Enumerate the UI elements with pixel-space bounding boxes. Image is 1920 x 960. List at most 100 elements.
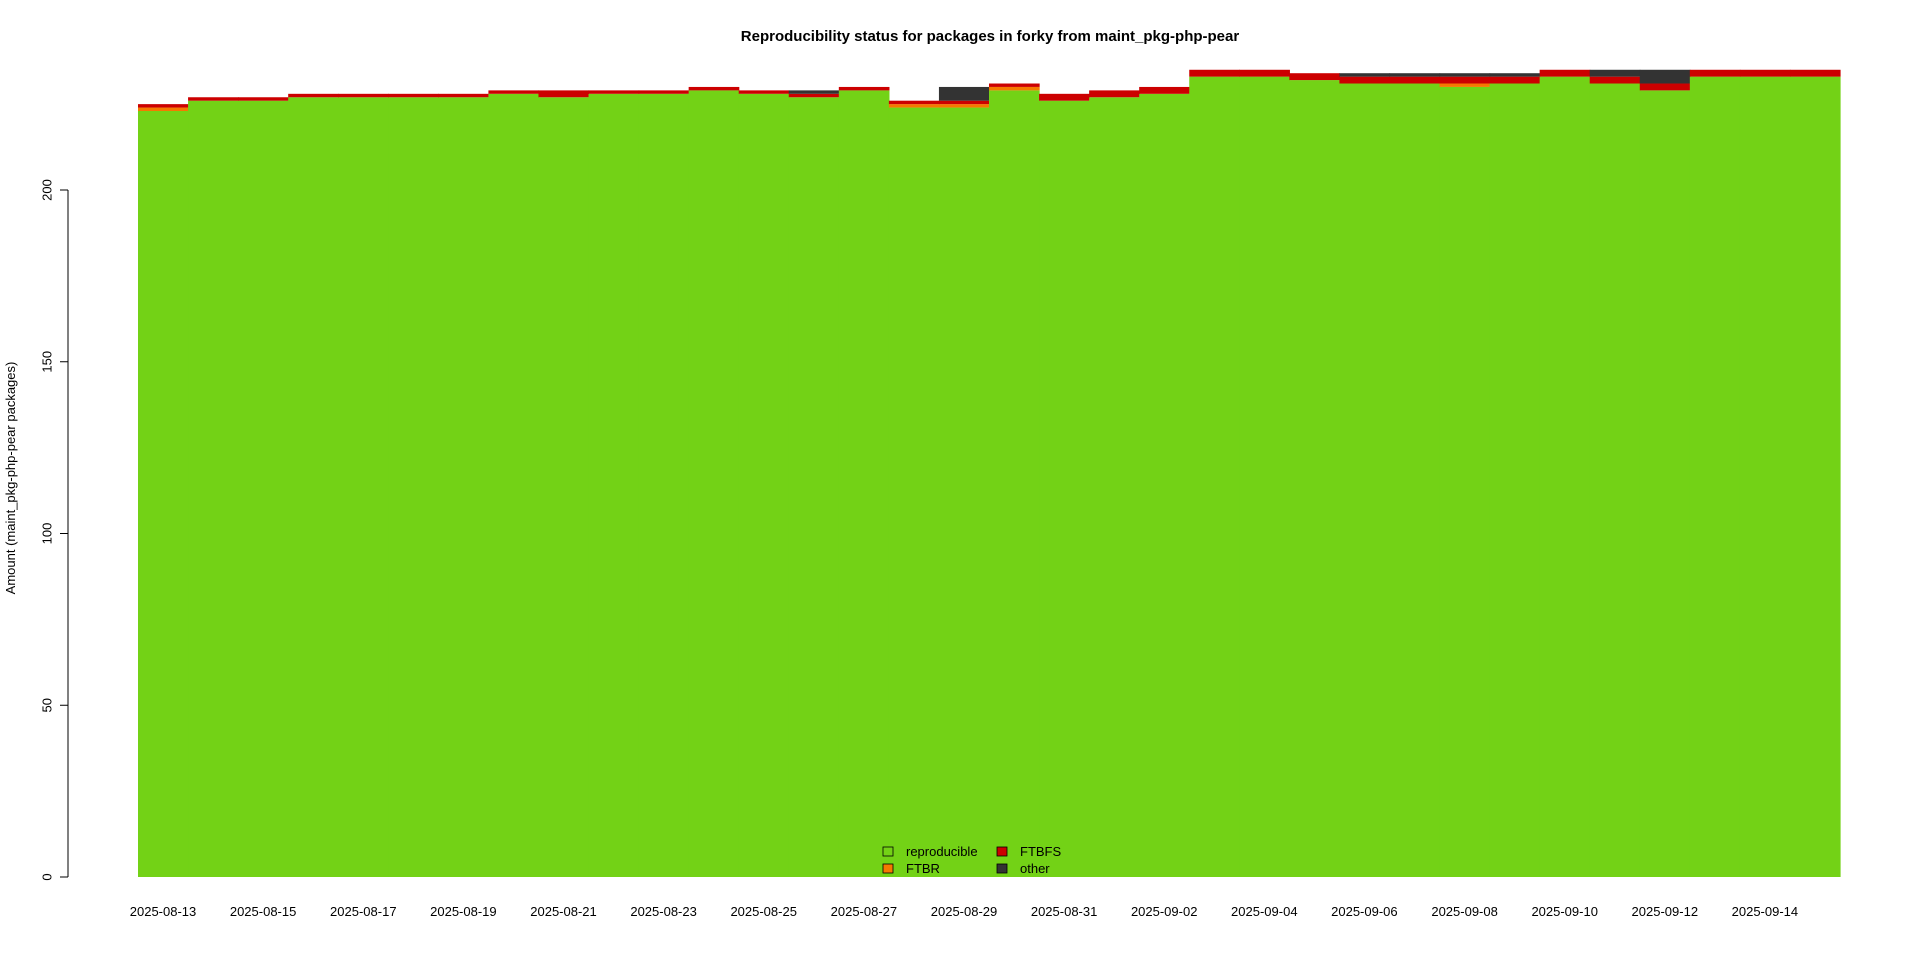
area-segment-reproducible [888,107,940,877]
x-tick-label: 2025-08-17 [330,904,397,919]
legend-label-ftbr: FTBR [906,861,940,876]
area-segment-other [1389,73,1441,77]
x-tick-label: 2025-08-31 [1031,904,1098,919]
area-segment-ftbfs [188,97,239,101]
area-segment-ftbfs [1639,83,1691,91]
x-tick-label: 2025-08-29 [931,904,998,919]
x-tick-label: 2025-08-19 [430,904,497,919]
area-segment-ftbfs [989,83,1040,87]
y-tick-label: 50 [39,698,54,712]
area-segment-reproducible [188,100,239,877]
area-segment-ftbr [989,86,1040,91]
area-segment-ftbfs [588,90,640,94]
area-segment-ftbfs [488,90,540,94]
area-segment-reproducible [588,93,640,877]
area-segment-reproducible [1389,83,1441,877]
area-segment-ftbfs [688,86,740,91]
y-tick-label: 100 [39,523,54,545]
y-axis-title: Amount (maint_pkg-php-pear packages) [3,362,18,595]
area-segment-ftbfs [238,97,289,101]
area-segment-ftbfs [1039,93,1090,101]
area-segment-reproducible [1289,80,1341,877]
legend-swatch-ftbr [882,863,894,874]
area-segment-ftbfs [1389,76,1441,84]
area-segment-ftbfs [1189,69,1240,77]
area-segment-ftbfs [788,93,840,98]
area-segment-reproducible [1539,76,1591,877]
x-tick-label: 2025-08-25 [730,904,797,919]
area-segment-other [1589,69,1641,77]
y-tick-label: 150 [39,351,54,373]
y-axis: 0 50 100 150 200 [39,179,69,881]
area-segment-reproducible [738,93,790,877]
y-tick-label: 200 [39,179,54,201]
area-segment-ftbfs [1739,69,1791,77]
area-segment-reproducible [238,100,289,877]
legend-label-reproducible: reproducible [906,844,978,859]
area-segment-ftbfs [888,100,940,105]
area-segment-reproducible [1489,83,1541,877]
area-segment-reproducible [1089,97,1140,877]
area-segment-ftbfs [1789,69,1841,77]
area-segment-ftbfs [538,90,590,98]
area-segment-ftbfs [388,93,439,98]
area-segment-other [1339,73,1391,77]
area-segment-reproducible [638,93,690,877]
y-tick-label: 0 [39,873,54,880]
legend-label-ftbfs: FTBFS [1020,844,1061,859]
area-segment-reproducible [938,107,990,877]
area-segment-other [1489,73,1541,77]
area-segment-ftbfs [288,93,339,98]
area-segment-ftbfs [1289,73,1341,81]
legend: reproducible FTBR FTBFS other [882,844,1061,876]
x-tick-label: 2025-09-10 [1531,904,1598,919]
area-segment-ftbfs [838,86,890,91]
area-segment-other [1439,73,1491,77]
area-segment-reproducible [1139,93,1190,877]
x-tick-label: 2025-09-08 [1431,904,1498,919]
area-segment-reproducible [1639,90,1691,877]
x-tick-label: 2025-08-27 [831,904,898,919]
area-segment-reproducible [538,97,590,877]
area-segment-reproducible [1689,76,1741,877]
area-segment-ftbfs [1439,76,1491,84]
area-segment-ftbr [938,104,990,108]
x-tick-label: 2025-09-14 [1732,904,1799,919]
area-segment-reproducible [989,90,1040,877]
area-segment-reproducible [1789,76,1841,877]
x-tick-label: 2025-08-15 [230,904,297,919]
area-segment-ftbfs [1339,76,1391,84]
area-segment-reproducible [288,97,339,877]
area-segment-other [788,90,840,94]
area-segment-ftbfs [638,90,690,94]
chart-title: Reproducibility status for packages in f… [741,28,1240,45]
x-tick-label: 2025-08-21 [530,904,597,919]
area-segment-ftbfs [1489,76,1541,84]
area-segment-ftbr [138,107,189,111]
area-segment-reproducible [488,93,540,877]
area-segment-reproducible [1589,83,1641,877]
area-segment-ftbfs [1589,76,1641,84]
area-segment-other [1639,69,1691,84]
area-segment-ftbfs [1139,86,1190,94]
area-segment-ftbr [888,104,940,108]
legend-label-other: other [1020,861,1050,876]
x-axis: 2025-08-13 2025-08-15 2025-08-17 2025-08-19… [130,904,1798,919]
legend-swatch-reproducible [882,846,894,857]
x-tick-label: 2025-09-12 [1632,904,1699,919]
area-segment-ftbr [1439,83,1491,87]
area-segment-ftbfs [1689,69,1741,77]
area-segment-ftbfs [1089,90,1140,98]
area-segment-reproducible [788,97,840,877]
area-segment-ftbfs [938,100,990,105]
area-segment-ftbfs [338,93,389,98]
legend-swatch-ftbfs [996,846,1008,857]
x-tick-label: 2025-09-06 [1331,904,1398,919]
area-segment-ftbfs [138,104,189,108]
area-segment-reproducible [838,90,890,877]
area-segment-reproducible [688,90,740,877]
area-segment-reproducible [438,97,490,877]
area-segment-ftbfs [738,90,790,94]
area-segment-reproducible [138,111,189,877]
